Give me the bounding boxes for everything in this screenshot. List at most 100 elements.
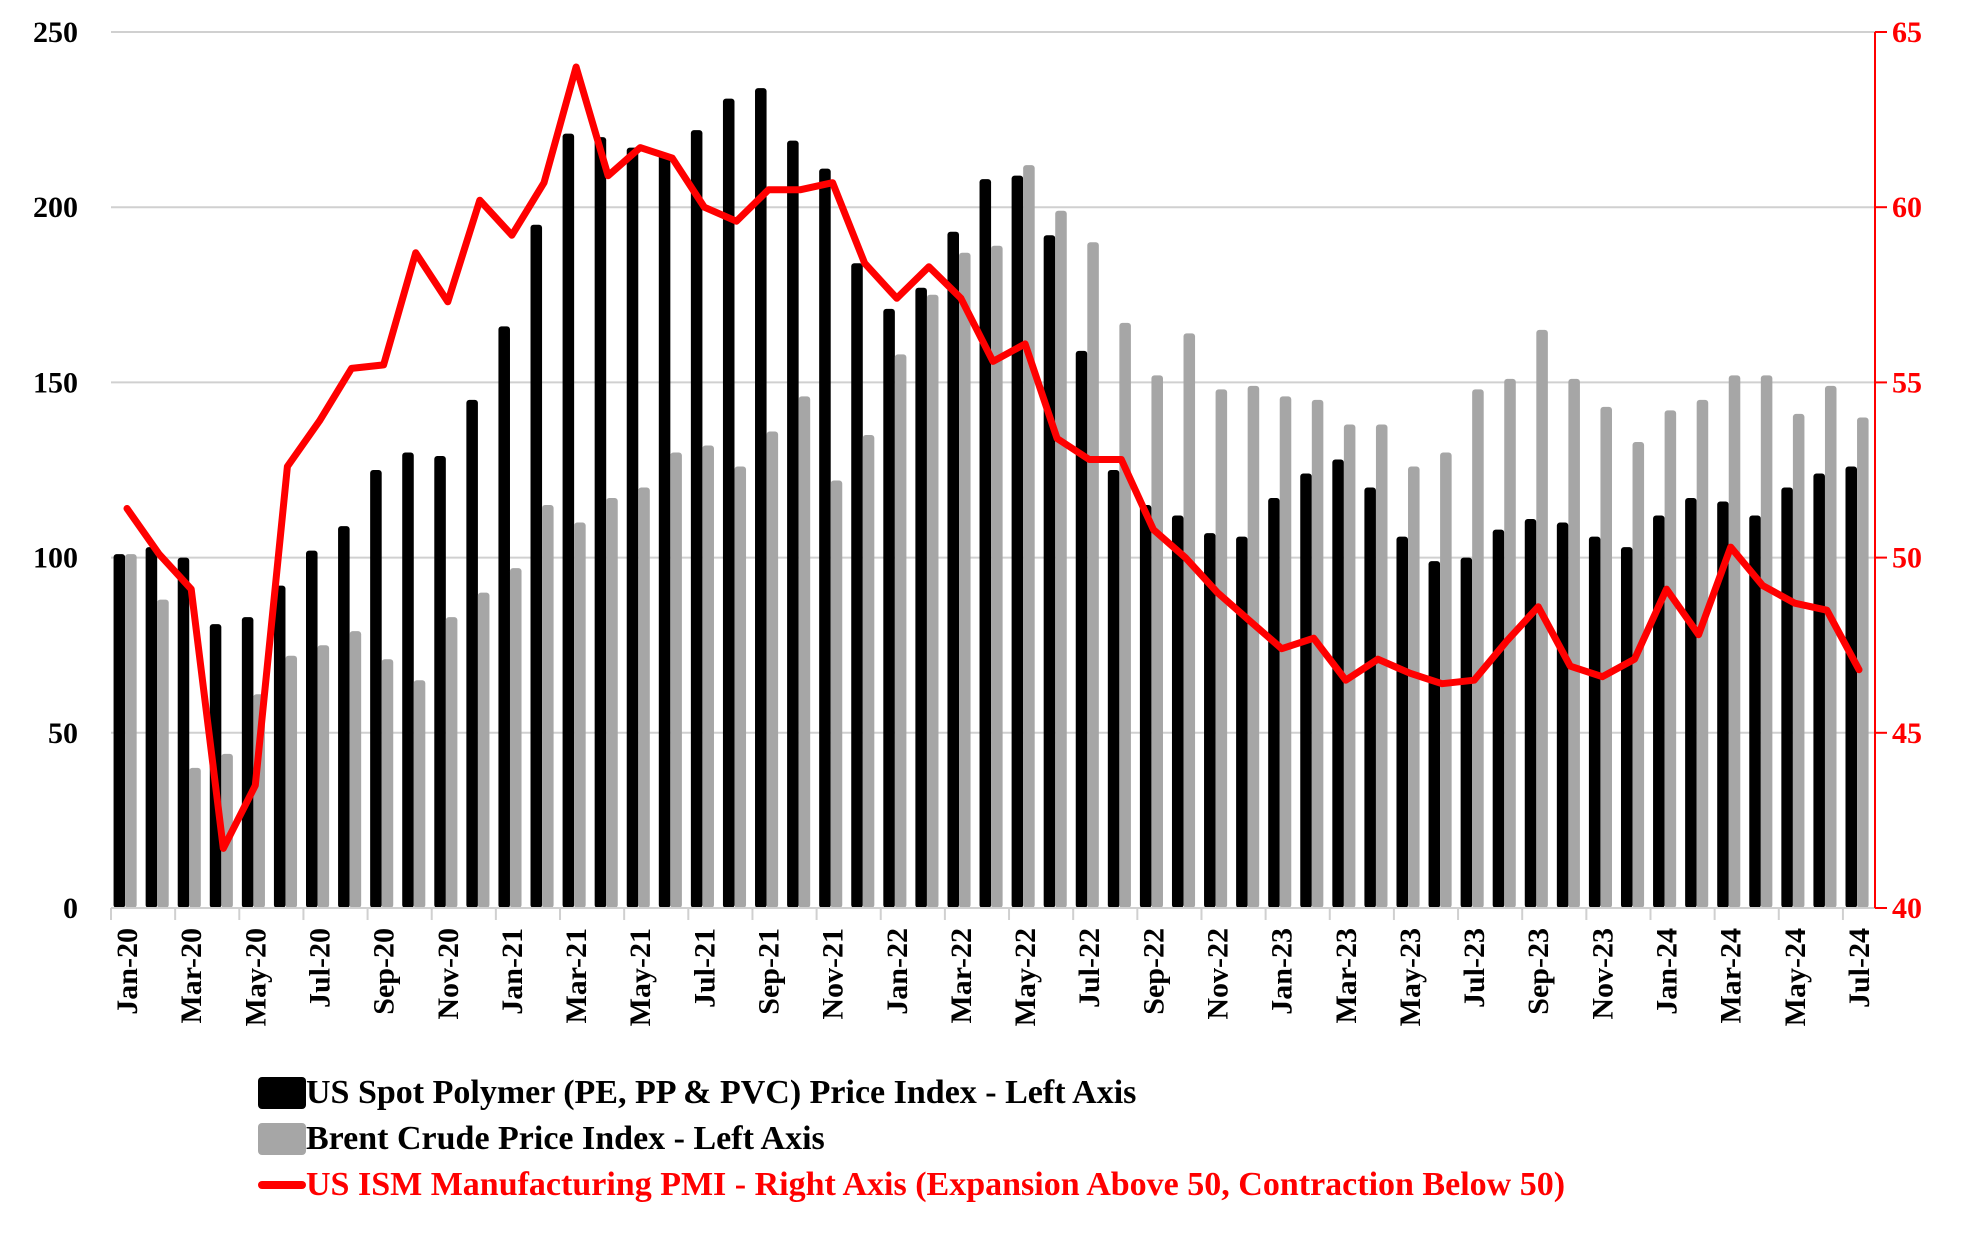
axes [111,31,1887,909]
bar-polymer [1524,519,1537,908]
bar-polymer [1364,487,1376,908]
x-axis-tick-label: Sep-23 [1522,928,1555,1015]
x-axis-ticks: Jan-20 Mar-20 May-20 Jul-20 Sep-20 Nov-20 Jan-… [110,908,1876,1026]
bar-polymer [1428,561,1441,908]
x-axis-tick-label: Jul-22 [1073,928,1106,1008]
bar-brent [862,434,875,908]
bar-polymer [755,88,767,908]
bar-brent [894,354,907,908]
x-axis-tick-label: Sep-20 [368,928,401,1015]
bar-brent [1664,410,1677,908]
bar-polymer [1845,466,1858,908]
left-axis-tick-label: 150 [33,366,78,399]
bar-brent [1600,406,1613,908]
bar-polymer [370,470,382,908]
bar-brent [1183,333,1196,908]
bar-brent [1343,424,1356,908]
bar-brent [1311,399,1324,908]
bar-polymer [1460,557,1473,908]
legend-swatch-polymer [258,1077,306,1109]
x-axis-tick-label: Sep-22 [1137,928,1170,1015]
right-axis-tick-label: 40 [1892,892,1922,925]
bar-polymer [1588,536,1601,908]
x-axis-tick-label: Mar-24 [1715,928,1748,1024]
x-axis-tick-label: Jan-20 [111,928,144,1015]
x-axis-tick-label: Jul-24 [1843,928,1876,1008]
bar-polymer [1043,235,1056,908]
bar-polymer [787,140,799,908]
bar-polymer [466,399,478,908]
bar-polymer [1107,470,1120,908]
x-axis-tick-label: Jul-21 [688,928,721,1008]
x-axis-tick-label: Nov-22 [1202,928,1235,1020]
bar-brent [413,680,426,908]
bar-brent [317,645,330,908]
left-axis-ticks: 0 50 100 150 200 250 [33,16,78,925]
pmi-line [123,63,1863,852]
bar-brent [1375,424,1388,908]
bar-polymer [851,263,863,908]
left-axis-tick-label: 200 [33,191,78,224]
bar-polymer [306,550,318,908]
x-axis-tick-label: Nov-20 [432,928,465,1020]
bar-polymer [1749,515,1761,908]
x-axis-tick-label: Sep-21 [752,928,785,1015]
x-axis-tick-label: Nov-21 [817,928,850,1020]
bar-brent [509,568,522,908]
bar-polymer [947,231,960,908]
left-axis-tick-label: 100 [33,542,78,575]
x-axis-tick-label: Jan-21 [496,928,529,1015]
bar-brent [574,522,586,908]
x-axis-tick-label: Nov-23 [1586,928,1619,1020]
pmi-line-layer [123,63,1863,852]
legend-label-pmi: US ISM Manufacturing PMI - Right Axis (E… [306,1166,1566,1203]
bar-polymer [241,617,254,908]
bar-brent [766,431,779,908]
bar-polymer [626,147,639,908]
bar-brent [349,631,362,908]
bar-polymer [145,547,158,908]
bar-brent [702,445,714,908]
bar-brent [1760,375,1773,909]
bar-brent [1792,413,1805,908]
bar-brent [830,480,843,908]
bar-brent [1215,389,1228,909]
bar-polymer [1139,505,1152,908]
legend: US Spot Polymer (PE, PP & PVC) Price Ind… [258,1070,1565,1208]
bar-polymer [1300,473,1312,908]
bar-brent [1728,375,1741,909]
bar-polymer [1396,536,1409,908]
x-axis-tick-label: Jan-22 [881,928,914,1015]
bar-brent [1568,378,1580,908]
bar-brent [959,252,971,908]
bar-polymer [1781,487,1793,908]
bar-polymer [1204,533,1216,908]
bar-brent [926,294,939,908]
left-axis-tick-label: 250 [33,16,78,49]
bar-brent [1408,466,1420,908]
legend-swatch-brent [258,1123,306,1155]
x-axis-tick-label: Mar-22 [945,928,978,1024]
right-axis-tick-label: 60 [1892,191,1922,224]
bar-polymer [1236,536,1248,908]
bar-polymer [1075,350,1088,908]
bar-brent [125,554,137,908]
right-axis-ticks: 40 45 50 55 60 65 [1892,16,1922,925]
bar-polymer [1171,515,1184,908]
x-axis-tick-label: Mar-20 [175,928,208,1024]
bar-polymer [434,455,446,908]
bar-polymer [1685,498,1697,908]
bar-polymer [113,554,126,908]
bar-polymer [1653,515,1665,908]
bar-brent [1632,441,1645,908]
bar-polymer [562,133,575,909]
bar-brent [1055,210,1067,909]
bar-brent [1857,417,1869,908]
bar-brent [734,466,747,908]
right-axis-tick-label: 45 [1892,717,1922,750]
bar-brent [1119,322,1131,908]
bar-polymer [402,452,414,908]
bar-polymer [1556,522,1569,908]
bar-polymer [1011,175,1024,908]
right-axis-tick-label: 55 [1892,366,1922,399]
